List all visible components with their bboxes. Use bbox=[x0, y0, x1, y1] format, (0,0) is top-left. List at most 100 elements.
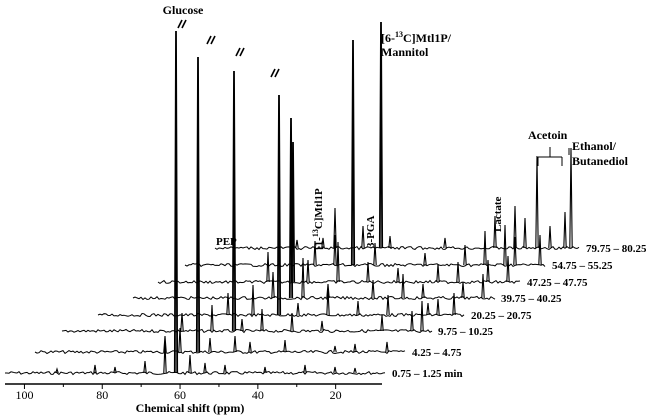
peak-trace0-2 bbox=[93, 364, 97, 374]
trace-baseline-4 bbox=[132, 295, 496, 301]
peak-trace0-10 bbox=[303, 364, 307, 374]
peak-trace7-7 bbox=[493, 215, 497, 249]
trace-label-5: 47.25 – 47.75 bbox=[527, 277, 588, 289]
trace-label-1: 4.25 – 4.75 bbox=[412, 347, 462, 359]
peak-trace2-8 bbox=[410, 310, 414, 332]
peak-trace7-8 bbox=[513, 205, 517, 249]
peak-trace6-8 bbox=[513, 236, 517, 266]
peak-trace1-7 bbox=[333, 345, 337, 353]
glucose-label: Glucose bbox=[163, 3, 204, 17]
peak-trace3-1 bbox=[226, 292, 230, 316]
peak-trace4-5 bbox=[401, 273, 405, 299]
peak-trace4-1 bbox=[271, 271, 275, 299]
x-axis-label: Chemical shift (ppm) bbox=[136, 401, 245, 415]
peak-trace7-6 bbox=[443, 237, 447, 249]
pep-label: PEP bbox=[216, 236, 237, 248]
acetoin-bracket bbox=[537, 147, 563, 166]
peak-trace2-2 bbox=[210, 304, 214, 332]
peak-trace3-5 bbox=[356, 300, 360, 316]
peak-trace7-3 bbox=[333, 207, 337, 249]
peak-trace0-11 bbox=[333, 366, 337, 374]
x-tick-label-40: 40 bbox=[252, 388, 264, 402]
peak-trace1-4 bbox=[233, 335, 237, 353]
break-mark-0 bbox=[181, 19, 187, 29]
peak-trace4-8 bbox=[481, 273, 485, 299]
peak-trace5-3 bbox=[336, 241, 340, 283]
peak-trace3-3 bbox=[296, 302, 300, 316]
peak-trace1-9 bbox=[385, 341, 389, 353]
peak-trace2-7 bbox=[380, 314, 384, 332]
x-tick-label-80: 80 bbox=[96, 388, 108, 402]
peak-trace5-7 bbox=[456, 261, 460, 283]
peak-trace5-8 bbox=[486, 259, 490, 283]
peak-trace0-12 bbox=[353, 367, 357, 374]
peak-trace7-5 bbox=[388, 235, 392, 249]
break-mark-3 bbox=[270, 68, 276, 78]
trace-label-0: 0.75 – 1.25 min bbox=[392, 368, 463, 380]
break-mark-1 bbox=[210, 35, 216, 45]
peak-trace6-6 bbox=[483, 230, 487, 266]
trace-time-labels: 0.75 – 1.25 min 4.25 – 4.75 9.75 – 10.25 20… bbox=[392, 243, 646, 380]
peak-trace0-6 bbox=[188, 354, 192, 374]
peak-trace0-4 bbox=[143, 360, 147, 374]
butanediol-label: Butanediol bbox=[572, 154, 629, 168]
peak-trace6-5 bbox=[463, 244, 467, 266]
peak-trace7-11 bbox=[548, 225, 552, 249]
peak-trace0-7 bbox=[203, 362, 207, 374]
peak-trace5-4 bbox=[366, 261, 370, 283]
peak-trace2-1 bbox=[180, 312, 184, 332]
peak-trace4-2 bbox=[301, 257, 305, 299]
peak-trace3-6 bbox=[386, 294, 390, 316]
peak-trace6-3 bbox=[373, 242, 377, 266]
peak-trace2-5 bbox=[290, 312, 294, 332]
off-scale-break-marks bbox=[177, 19, 280, 78]
trace-label-7: 79.75 – 80.25 bbox=[586, 243, 646, 255]
peak-trace5-2 bbox=[306, 259, 310, 283]
trace-label-3: 20.25 – 20.75 bbox=[471, 310, 532, 322]
spectral-peaks bbox=[55, 21, 573, 374]
x-tick-label-20: 20 bbox=[330, 388, 342, 402]
peak-trace7-12 bbox=[563, 211, 567, 249]
pga-label: 3-PGA bbox=[365, 216, 377, 248]
peak-trace5-6 bbox=[436, 263, 440, 283]
lactate-label: Lactate bbox=[492, 196, 504, 232]
peak-trace3-2 bbox=[251, 284, 255, 316]
peak-trace1-1 bbox=[163, 335, 167, 353]
peak-trace3-7 bbox=[426, 302, 430, 316]
break-mark-3 bbox=[274, 68, 280, 78]
trace-baseline-7 bbox=[214, 245, 580, 251]
trace-baseline-0 bbox=[5, 370, 386, 376]
peak-trace6-1 bbox=[313, 240, 317, 266]
peak-trace7-4 bbox=[361, 225, 365, 249]
peak-trace5-5 bbox=[396, 267, 400, 283]
peak-trace2-6 bbox=[320, 320, 324, 332]
trace-label-4: 39.75 – 40.25 bbox=[501, 293, 562, 305]
trace-label-6: 54.75 – 55.25 bbox=[552, 260, 613, 272]
peak-trace0-3 bbox=[113, 366, 117, 374]
trace-baseline-6 bbox=[184, 262, 546, 268]
peak-trace1-6 bbox=[283, 339, 287, 353]
peak-trace2-9 bbox=[420, 300, 424, 332]
peak-trace5-0 bbox=[290, 141, 296, 283]
peak-trace4-6 bbox=[421, 283, 425, 299]
mannitol-label: Mannitol bbox=[381, 45, 429, 59]
peak-trace6-4 bbox=[423, 252, 427, 266]
peak-trace7-0 bbox=[378, 21, 384, 249]
peak-trace6-0 bbox=[350, 39, 356, 266]
peak-trace6-9 bbox=[538, 234, 542, 266]
peak-trace2-3 bbox=[240, 318, 244, 332]
peak-trace7-9 bbox=[523, 217, 527, 249]
peak-trace3-0 bbox=[276, 94, 282, 316]
x-tick-label-60: 60 bbox=[174, 388, 186, 402]
peak-trace0-8 bbox=[223, 364, 227, 374]
peak-trace4-3 bbox=[326, 283, 330, 299]
break-mark-1 bbox=[206, 35, 212, 45]
peak-trace3-8 bbox=[436, 298, 440, 316]
trace-label-2: 9.75 – 10.25 bbox=[438, 326, 494, 338]
x-axis-ticks: 100 80 60 40 20 bbox=[15, 384, 342, 402]
mtl1p-6-label: [6-13C]Mtl1P/ bbox=[381, 30, 452, 45]
peak-trace0-9 bbox=[263, 366, 267, 374]
peak-trace6-7 bbox=[503, 224, 507, 266]
